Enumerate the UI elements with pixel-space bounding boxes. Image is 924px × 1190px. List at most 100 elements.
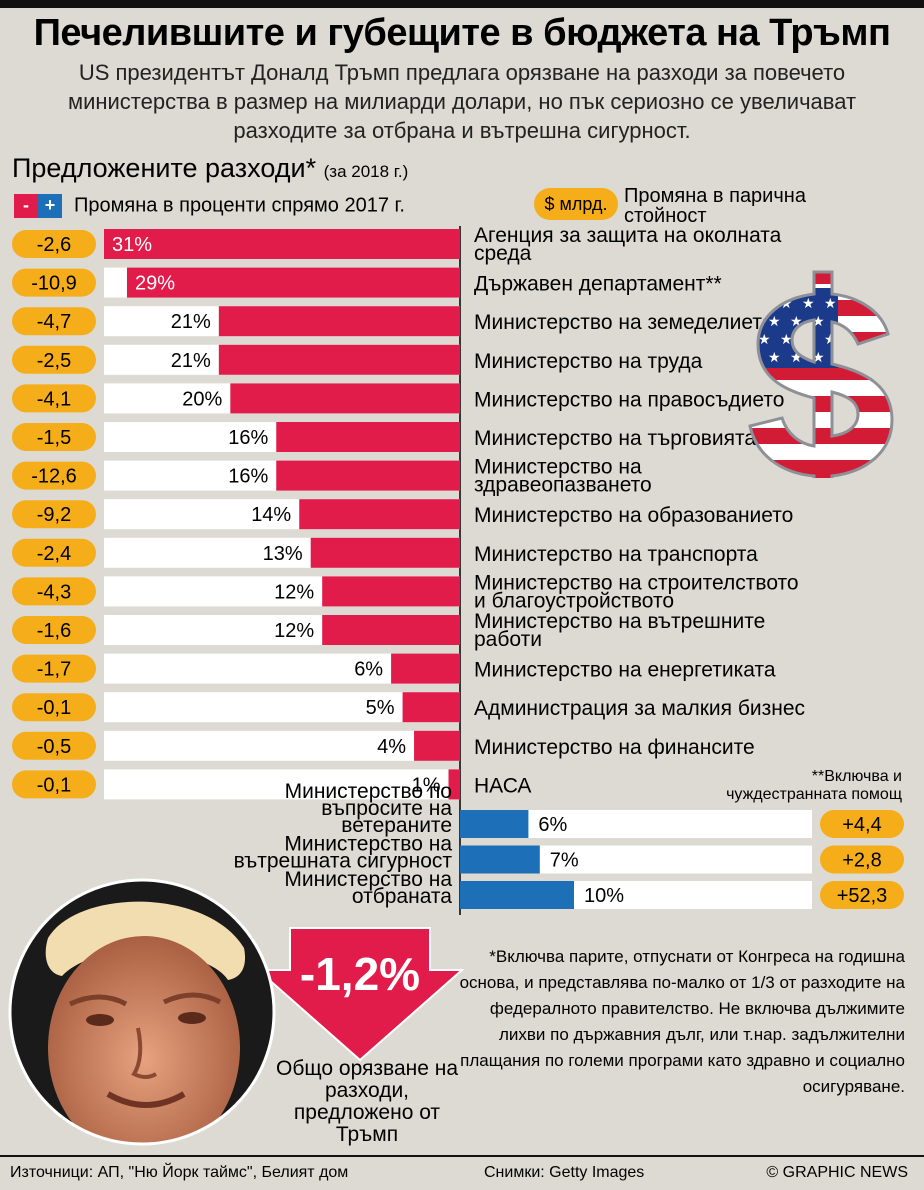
svg-text:★: ★ xyxy=(802,296,815,312)
legend-usd-label: Промяна в парична стойност xyxy=(624,185,806,227)
section-title: Предложените разходи* (за 2018 г.) xyxy=(12,152,408,188)
bar-pct-label: 16% xyxy=(228,466,268,488)
bar-pct-label: 1% xyxy=(412,774,441,796)
svg-text:★: ★ xyxy=(824,332,837,348)
usd-value: -10,9 xyxy=(31,273,77,295)
sources: Източници: АП, "Ню Йорк таймс", Белият д… xyxy=(10,1164,349,1181)
agency-label: Министерство на xyxy=(474,456,642,479)
usd-pill xyxy=(12,693,96,722)
usd-pill xyxy=(12,268,96,297)
bar-pct-label: 31% xyxy=(112,234,152,256)
legend-percent: - + Промяна в проценти спрямо 2017 г. xyxy=(14,192,405,218)
usd-pill xyxy=(12,423,96,451)
bar-increase xyxy=(460,845,540,874)
bar-cut xyxy=(104,229,460,259)
agency-label: Министерство на вътрешните xyxy=(474,610,765,633)
agency-label: Министерство на финансите xyxy=(474,736,755,759)
bar-cut xyxy=(322,615,460,645)
bar-pct-label: 6% xyxy=(354,659,383,681)
bar-track xyxy=(104,730,460,761)
bar-track xyxy=(104,769,460,800)
bar-cut xyxy=(322,576,460,607)
svg-text:★: ★ xyxy=(768,350,781,366)
usd-pill xyxy=(12,461,96,490)
usd-pill xyxy=(12,345,96,374)
bar-cut xyxy=(218,344,460,375)
agency-label: Министерство на xyxy=(284,833,452,856)
agency-label: Министерство на образованието xyxy=(474,504,793,527)
svg-text:★: ★ xyxy=(780,332,793,348)
section-title-text: Предложените разходи* xyxy=(12,153,317,183)
usd-value: -0,1 xyxy=(37,697,71,719)
section-title-note: (за 2018 г.) xyxy=(323,162,409,181)
bar-pct-label: 21% xyxy=(171,350,211,372)
photo-credit: Снимки: Getty Images xyxy=(484,1164,645,1181)
bar-cut xyxy=(276,422,460,452)
agency-label: Министерство на земеделието xyxy=(474,311,773,334)
svg-text:★: ★ xyxy=(758,332,771,348)
agency-label: Администрация за малкия бизнес xyxy=(474,697,805,720)
bar-cut xyxy=(391,653,460,684)
agency-label: здравеопазването xyxy=(474,474,652,497)
bar-pct-label: 6% xyxy=(538,814,567,836)
bar-track xyxy=(104,692,460,723)
bar-pct-label: 16% xyxy=(228,427,268,449)
agency-label: Министерство по xyxy=(285,780,452,803)
usd-pill xyxy=(12,770,96,799)
plus-swatch: + xyxy=(38,193,62,218)
legend-percent-label: Промяна в проценти спрямо 2017 г. xyxy=(74,194,405,217)
bar-increase xyxy=(460,881,574,909)
agency-label: Министерство на труда xyxy=(474,350,703,373)
agency-label: вътрешната сигурност xyxy=(234,850,453,873)
bar-cut xyxy=(218,306,460,337)
bar-cut xyxy=(414,730,460,761)
usd-pill xyxy=(820,881,904,909)
agency-label: Министерство на търговията xyxy=(474,427,756,450)
bar-pct-label: 12% xyxy=(274,620,314,642)
us-flag-dollar-sign-icon: ★ ★ ★ ★ ★ ★ ★ ★ ★ ★ ★ ★ ★ ★ xyxy=(748,270,894,478)
agency-label: Държавен департамент** xyxy=(474,273,722,296)
agency-label: ветераните xyxy=(341,814,452,837)
legend-usd-pill: $ млрд. xyxy=(534,188,618,220)
agency-label: среда xyxy=(474,242,532,265)
usd-value: -4,7 xyxy=(37,311,71,333)
agency-label: Министерство на xyxy=(284,868,452,891)
usd-value: -1,7 xyxy=(37,659,71,681)
top-rule xyxy=(0,0,924,8)
bar-increase xyxy=(460,810,529,838)
usd-pill xyxy=(12,654,96,683)
usd-pill xyxy=(12,230,96,258)
page-title: Печелившите и губещите в бюджета на Тръм… xyxy=(33,12,891,54)
agency-label: Министерство на правосъдието xyxy=(474,388,784,411)
usd-value: -12,6 xyxy=(31,466,77,488)
usd-value: -1,6 xyxy=(37,620,71,642)
usd-value: -2,5 xyxy=(37,350,71,372)
bar-pct-label: 7% xyxy=(550,850,579,872)
asterisk-footnote: *Включва парите, отпуснати от Конгреса н… xyxy=(459,947,905,1096)
bar-pct-label: 4% xyxy=(377,736,406,758)
agency-label: Министерство на енергетиката xyxy=(474,659,776,682)
bar-pct-label: 5% xyxy=(366,697,395,719)
agency-label: отбраната xyxy=(352,885,452,908)
agency-label: и благоустройството xyxy=(474,589,674,612)
bar-cut xyxy=(126,267,460,298)
agency-label: въпросите на xyxy=(321,797,452,820)
bar-pct-label: 29% xyxy=(135,273,175,295)
usd-value: -2,4 xyxy=(37,543,71,565)
total-value: -1,2% xyxy=(300,948,420,1000)
usd-value: -4,1 xyxy=(37,388,71,410)
usd-value: +2,8 xyxy=(842,850,881,872)
bar-cut xyxy=(310,537,460,568)
bar-pct-label: 13% xyxy=(263,543,303,565)
usd-value: -0,1 xyxy=(37,774,71,796)
svg-text:★: ★ xyxy=(768,314,781,330)
usd-value: -2,6 xyxy=(37,234,71,256)
usd-value: -1,5 xyxy=(37,427,71,449)
minus-swatch: - xyxy=(14,193,38,218)
usd-pill xyxy=(12,307,96,336)
usd-pill xyxy=(820,810,904,838)
usd-pill xyxy=(820,845,904,874)
usd-value: -9,2 xyxy=(37,504,71,526)
svg-text:★: ★ xyxy=(758,296,771,312)
